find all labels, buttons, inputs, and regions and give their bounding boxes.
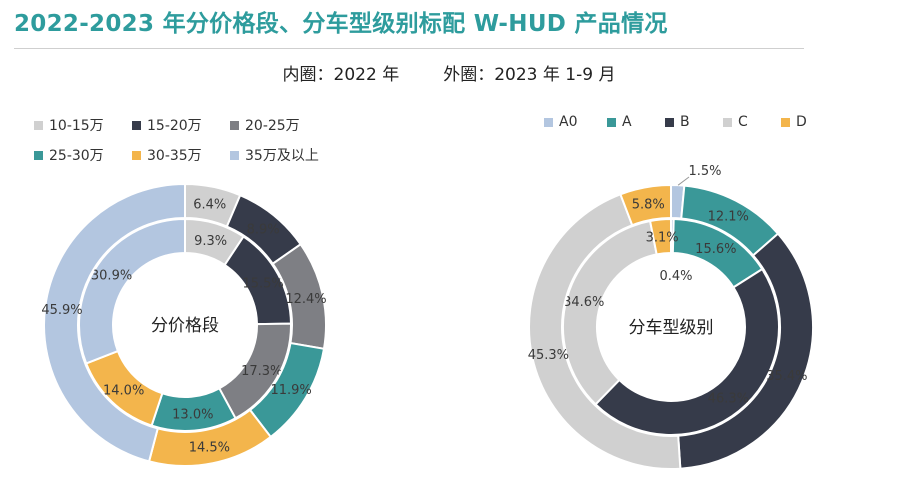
outer-ring-caption: 外圈：2023 年 1-9 月 (443, 65, 616, 85)
legend-swatch (34, 150, 43, 160)
legend-label: C (738, 114, 748, 130)
inner-ring-caption: 内圈：2022 年 (282, 65, 400, 85)
title-divider (14, 48, 804, 49)
legend-label: A (622, 114, 632, 130)
inner-ring-data-label: 3.1% (646, 230, 679, 245)
outer-ring-data-label: 12.4% (285, 292, 326, 307)
donut-center-label: 分车型级别 (629, 318, 714, 338)
legend-item: 35万及以上 (230, 145, 319, 165)
legend-swatch (230, 120, 239, 130)
legend-item: B (665, 114, 690, 130)
inner-ring-slice (78, 217, 186, 365)
legend-item: 10-15万 (34, 115, 104, 135)
inner-ring-data-label: 15.5% (242, 276, 283, 291)
outer-ring-data-label: 14.5% (189, 441, 230, 456)
outer-ring-data-label: 1.5% (688, 164, 721, 179)
legend-label: 10-15万 (49, 118, 104, 134)
legend-swatch (781, 117, 790, 127)
legend-item: A (607, 114, 632, 130)
legend-label: 35万及以上 (245, 148, 319, 164)
legend-item: C (723, 114, 748, 130)
outer-ring-data-label: 8.9% (247, 223, 280, 238)
outer-ring-slice (619, 183, 672, 227)
legend-item: A0 (544, 114, 577, 130)
outer-ring-data-label: 5.8% (632, 198, 665, 213)
legend-swatch (607, 117, 616, 127)
legend-item: 25-30万 (34, 145, 104, 165)
ring-caption: 内圈：2022 年 外圈：2023 年 1-9 月 (0, 60, 898, 85)
legend-swatch (723, 117, 732, 127)
outer-ring-data-label: 12.1% (708, 209, 749, 224)
outer-ring-data-label: 45.3% (528, 348, 569, 363)
outer-ring-slice (528, 193, 682, 470)
legend-label: 20-25万 (245, 118, 300, 134)
outer-ring-data-label: 35.4% (766, 369, 807, 384)
legend-label: 25-30万 (49, 148, 104, 164)
legend-swatch (544, 117, 553, 127)
legend-swatch (132, 120, 141, 130)
page-title: 2022-2023 年分价格段、分车型级别标配 W-HUD 产品情况 (14, 11, 668, 37)
legend-label: 15-20万 (147, 118, 202, 134)
legend-label: 30-35万 (147, 148, 202, 164)
outer-ring-data-label: 45.9% (41, 303, 82, 318)
inner-ring-data-label: 15.6% (695, 242, 736, 257)
inner-ring-data-label: 34.6% (563, 295, 604, 310)
legend-swatch (665, 117, 674, 127)
inner-ring-slice (648, 217, 672, 256)
inner-ring-slice (594, 267, 780, 436)
outer-ring-slice (43, 182, 186, 463)
inner-ring-data-label: 17.3% (241, 364, 282, 379)
leader-line (677, 176, 690, 186)
legend-label: D (796, 114, 807, 130)
legend-item: 30-35万 (132, 145, 202, 165)
legend-label: B (680, 114, 690, 130)
inner-ring-data-label: 30.9% (91, 269, 132, 284)
inner-ring-data-label: 9.3% (194, 234, 227, 249)
inner-ring-data-label: 0.4% (659, 269, 692, 284)
outer-ring-data-label: 6.4% (193, 197, 226, 212)
inner-ring-data-label: 13.0% (172, 408, 213, 423)
outer-ring-data-label: 11.9% (270, 383, 311, 398)
donut-center-label: 分价格段 (151, 316, 219, 336)
legend-item: 15-20万 (132, 115, 202, 135)
legend-swatch (34, 120, 43, 130)
legend-swatch (132, 150, 141, 160)
legend-item: D (781, 114, 807, 130)
legend-label: A0 (559, 114, 578, 130)
legend-item: 20-25万 (230, 115, 300, 135)
inner-ring-data-label: 46.3% (708, 392, 749, 407)
legend-swatch (230, 150, 239, 160)
inner-ring-data-label: 14.0% (103, 383, 144, 398)
inner-ring-slice (562, 219, 658, 406)
